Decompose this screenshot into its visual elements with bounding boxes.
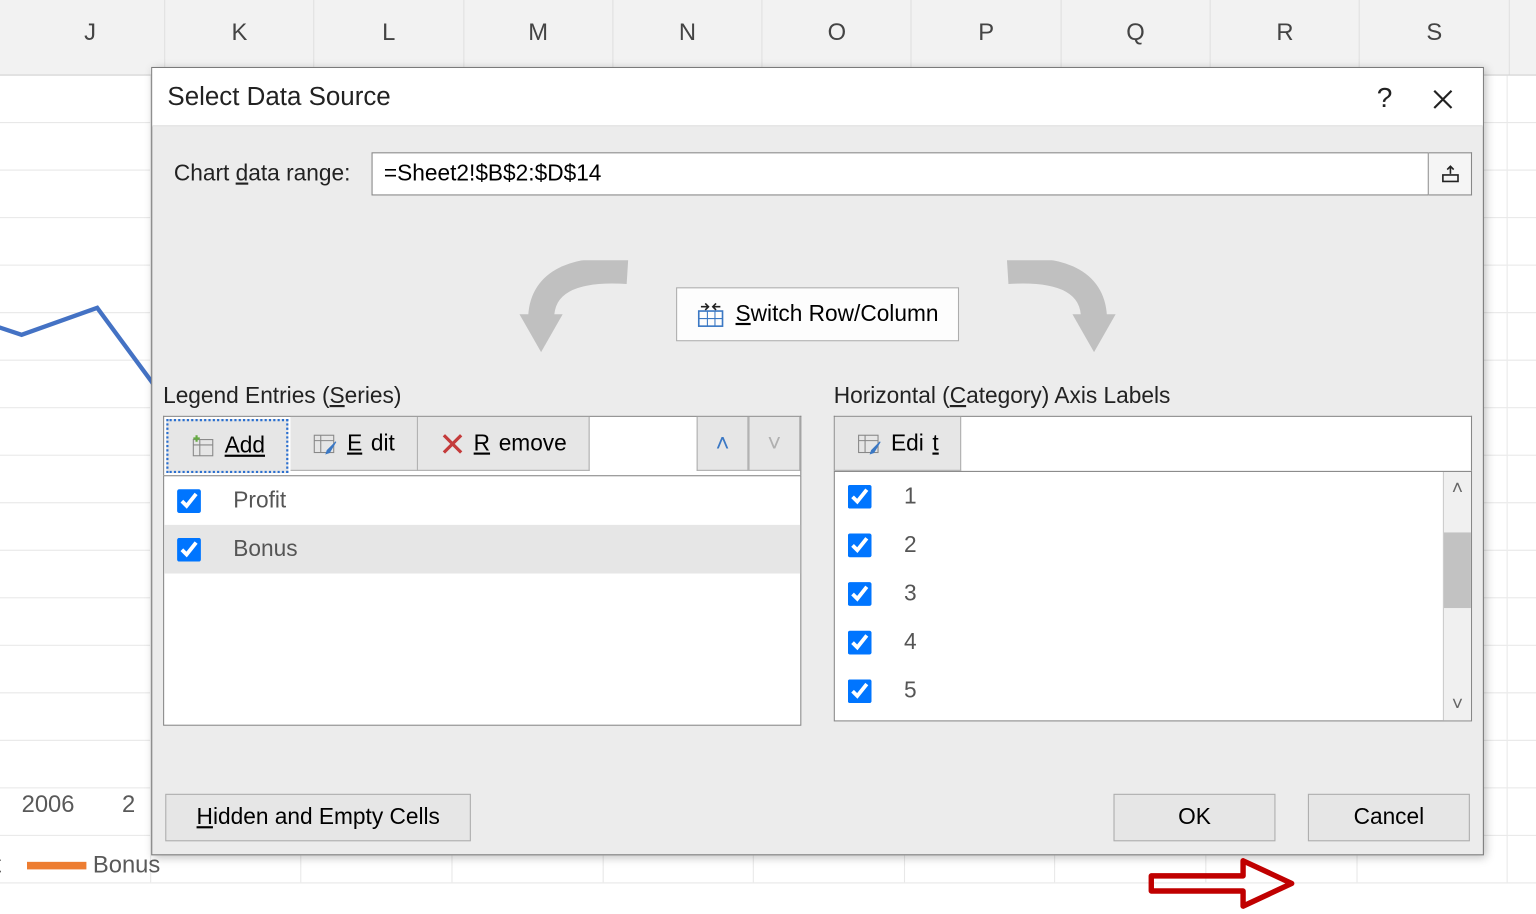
cancel-button[interactable]: Cancel: [1308, 794, 1470, 842]
series-name: Profit: [233, 488, 286, 514]
help-button[interactable]: ?: [1355, 75, 1413, 118]
series-row[interactable]: Profit: [164, 476, 800, 525]
curved-arrow-right-icon: [986, 260, 1126, 368]
add-series-button[interactable]: Add: [166, 419, 288, 473]
edit-series-button[interactable]: Edit: [291, 417, 418, 471]
col-header[interactable]: K: [165, 0, 314, 75]
select-data-source-dialog: Select Data Source ? Chart data range:: [151, 67, 1484, 855]
col-header[interactable]: P: [912, 0, 1061, 75]
category-row[interactable]: 3: [835, 569, 1471, 618]
chart-line-fragment: [0, 302, 173, 432]
switch-icon: [697, 300, 725, 328]
edit-icon: [856, 430, 882, 456]
axis-labels-label: Horizontal (Category) Axis Labels: [834, 383, 1472, 409]
chart-legend-fragment: it Bonus: [0, 851, 160, 879]
category-checkbox[interactable]: [848, 630, 872, 654]
range-picker-button[interactable]: [1429, 152, 1472, 195]
close-button[interactable]: [1414, 75, 1472, 118]
hidden-empty-cells-button[interactable]: Hidden and Empty Cells: [165, 794, 471, 842]
legend-entries-panel: Legend Entries (Series) Add Edit Remove: [163, 383, 801, 725]
col-header[interactable]: L: [315, 0, 464, 75]
col-header[interactable]: J: [16, 0, 165, 75]
annotation-arrow-icon: [1146, 854, 1297, 913]
series-name: Bonus: [233, 536, 297, 562]
category-label: 1: [904, 483, 917, 509]
axis-listbox[interactable]: 1 2 3 4 5 ˄ ˅: [834, 471, 1472, 722]
col-header[interactable]: T: [1509, 0, 1536, 75]
remove-series-button[interactable]: Remove: [418, 417, 590, 471]
category-checkbox[interactable]: [848, 679, 872, 703]
axis-labels-panel: Horizontal (Category) Axis Labels Edit 1…: [834, 383, 1472, 725]
category-label: 3: [904, 581, 917, 607]
curved-arrow-left-icon: [509, 260, 649, 368]
add-icon: [190, 433, 216, 459]
category-checkbox[interactable]: [848, 533, 872, 557]
category-label: 2: [904, 532, 917, 558]
category-row[interactable]: 5: [835, 666, 1471, 715]
col-header[interactable]: Q: [1061, 0, 1210, 75]
move-down-button[interactable]: ˅: [748, 417, 800, 471]
col-header[interactable]: R: [1211, 0, 1360, 75]
remove-icon: [439, 430, 465, 456]
series-checkbox[interactable]: [177, 537, 201, 561]
scroll-down-button[interactable]: ˅: [1444, 688, 1471, 720]
category-row[interactable]: 1: [835, 472, 1471, 521]
dialog-footer: Hidden and Empty Cells OK Cancel: [152, 781, 1483, 854]
series-listbox[interactable]: Profit Bonus: [163, 475, 801, 726]
category-checkbox[interactable]: [848, 484, 872, 508]
chart-data-range-input[interactable]: [372, 152, 1429, 195]
category-row[interactable]: 4: [835, 618, 1471, 667]
edit-icon: [313, 430, 339, 456]
legend-swatch-bonus: [27, 861, 86, 869]
scroll-up-button[interactable]: ˄: [1444, 472, 1471, 504]
category-checkbox[interactable]: [848, 582, 872, 606]
dialog-title: Select Data Source: [167, 82, 1355, 112]
col-header[interactable]: O: [763, 0, 912, 75]
scrollbar[interactable]: ˄ ˅: [1443, 472, 1471, 720]
category-label: 4: [904, 629, 917, 655]
col-header[interactable]: S: [1360, 0, 1509, 75]
edit-axis-button[interactable]: Edit: [835, 417, 962, 471]
category-row[interactable]: 2: [835, 521, 1471, 570]
series-row[interactable]: Bonus: [164, 525, 800, 574]
col-header[interactable]: N: [613, 0, 762, 75]
legend-entries-label: Legend Entries (Series): [163, 383, 801, 409]
ok-button[interactable]: OK: [1113, 794, 1275, 842]
col-header[interactable]: M: [464, 0, 613, 75]
category-label: 5: [904, 678, 917, 704]
chart-data-range-label: Chart data range:: [174, 161, 351, 187]
axis-toolbar: Edit: [834, 416, 1472, 471]
switch-button-label: Switch Row/Column: [736, 301, 939, 327]
series-toolbar: Add Edit Remove ˄ ˅: [163, 416, 801, 475]
scroll-thumb[interactable]: [1444, 532, 1471, 608]
series-checkbox[interactable]: [177, 489, 201, 513]
move-up-button[interactable]: ˄: [697, 417, 749, 471]
switch-row-column-button[interactable]: Switch Row/Column: [676, 287, 959, 341]
spreadsheet-column-headers: J K L M N O P Q R S T: [0, 0, 1536, 76]
dialog-titlebar[interactable]: Select Data Source ?: [152, 68, 1483, 126]
